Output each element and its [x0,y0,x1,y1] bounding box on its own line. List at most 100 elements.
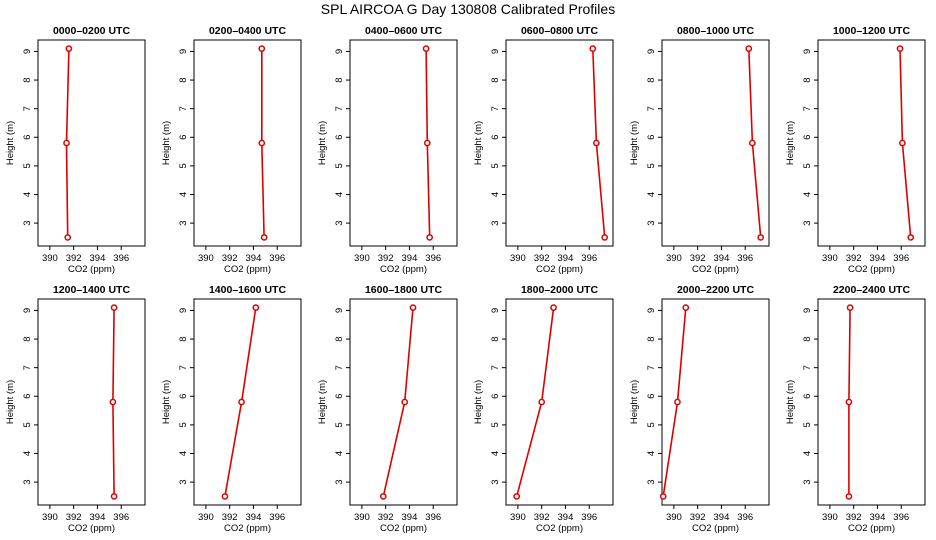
y-tick-label: 4 [22,192,33,197]
y-tick-label: 9 [178,308,189,313]
data-point [252,304,260,311]
data-point [896,45,904,52]
x-tick-label: 396 [269,512,285,523]
y-tick-label: 3 [646,479,657,484]
panel-title: 1400–1600 UTC [209,284,286,296]
y-tick-label: 5 [334,163,345,168]
y-tick-label: 4 [178,192,189,197]
x-axis-label: CO2 (ppm) [224,264,271,275]
data-point [109,398,117,406]
y-tick-label: 5 [802,422,813,427]
profile-panel: 0400–0600 UTC 390 392 394 396 3 4 5 6 7 8 9 CO2 (ppm… [317,25,458,275]
x-axis-label: CO2 (ppm) [380,523,427,534]
panel-title: 1600–1800 UTC [365,284,442,296]
x-tick-label: 396 [893,512,909,523]
data-point [422,45,430,52]
y-tick-label: 5 [334,422,345,427]
plot-frame [37,39,146,247]
panel-title: 2000–2200 UTC [677,284,754,296]
y-tick-label: 6 [646,394,657,399]
y-tick-label: 9 [334,49,345,54]
y-tick-label: 6 [178,394,189,399]
data-point [401,398,409,406]
y-tick-label: 4 [646,192,657,197]
data-point [238,398,245,406]
y-tick-label: 9 [334,308,345,313]
y-tick-label: 3 [490,220,501,225]
profile-panel: 0000–0200 UTC 390 392 394 396 3 4 5 6 7 8 9 CO2 (ppm… [5,25,146,275]
data-point [110,304,118,311]
data-point [64,234,72,241]
y-tick-label: 6 [490,135,501,140]
data-point [221,493,229,500]
data-point [899,139,906,147]
y-tick-label: 7 [646,106,657,111]
x-tick-label: 392 [222,253,238,264]
y-tick-label: 7 [490,106,501,111]
y-tick-label: 6 [490,394,501,399]
y-tick-label: 3 [646,220,657,225]
profile-panel: 1400–1600 UTC 390 392 394 396 3 4 5 6 7 8 9 CO2 (ppm… [161,284,302,534]
panel-title: 2200–2400 UTC [833,284,910,296]
panel-title: 0600–0800 UTC [521,25,598,37]
y-tick-label: 6 [646,135,657,140]
plot-frame [193,39,302,247]
y-tick-label: 4 [490,451,501,456]
y-tick-label: 7 [802,106,813,111]
y-tick-label: 8 [802,336,813,341]
profile-panel: 1600–1800 UTC 390 392 394 396 3 4 5 6 7 8 9 CO2 (ppm… [317,284,458,534]
profile-panel: 0800–1000 UTC 390 392 394 396 3 4 5 6 7 8 9 CO2 (ppm… [629,25,770,275]
x-tick-label: 394 [714,253,730,264]
profile-panel: 0600–0800 UTC 390 392 394 396 3 4 5 6 7 8 9 CO2 (ppm… [473,25,614,275]
x-tick-label: 396 [425,253,441,264]
x-axis-label: CO2 (ppm) [692,523,739,534]
data-point [757,234,765,241]
y-tick-label: 4 [802,192,813,197]
data-point [63,139,70,147]
x-tick-label: 390 [822,512,838,523]
x-tick-label: 390 [42,512,58,523]
y-tick-label: 3 [178,479,189,484]
data-point [845,398,853,406]
x-tick-label: 396 [113,253,129,264]
x-tick-label: 390 [666,512,682,523]
x-tick-label: 390 [510,512,526,523]
x-tick-label: 390 [198,512,214,523]
x-tick-label: 394 [870,512,886,523]
x-axis-label: CO2 (ppm) [224,523,271,534]
x-tick-label: 392 [222,512,238,523]
y-tick-label: 4 [334,192,345,197]
y-tick-label: 9 [22,49,33,54]
y-tick-label: 6 [22,394,33,399]
x-tick-label: 394 [90,253,106,264]
x-axis-label: CO2 (ppm) [848,523,895,534]
x-tick-label: 396 [581,253,597,264]
y-tick-label: 4 [802,451,813,456]
profile-panel: 2000–2200 UTC 390 392 394 396 3 4 5 6 7 8 9 CO2 (ppm… [629,284,770,534]
profile-panel: 1000–1200 UTC 390 392 394 396 3 4 5 6 7 8 9 CO2 (ppm… [785,25,926,275]
panel-title: 0400–0600 UTC [365,25,442,37]
x-tick-label: 392 [66,512,82,523]
x-tick-label: 394 [246,512,262,523]
data-point [601,234,609,241]
y-tick-label: 5 [490,163,501,168]
y-tick-label: 5 [646,163,657,168]
data-point [550,304,557,311]
x-tick-label: 392 [534,512,550,523]
y-tick-label: 9 [178,49,189,54]
data-point [513,493,521,500]
y-axis-label: Height (m) [785,121,796,165]
plot-frame [505,39,614,247]
y-tick-label: 5 [490,422,501,427]
profile-panel: 0200–0400 UTC 390 392 394 396 3 4 5 6 7 8 9 CO2 (ppm… [161,25,302,275]
x-axis-label: CO2 (ppm) [692,264,739,275]
y-tick-label: 6 [802,135,813,140]
x-tick-label: 394 [714,512,730,523]
y-tick-label: 5 [22,422,33,427]
data-point [682,304,690,311]
plot-frame [349,39,458,247]
x-tick-label: 394 [558,512,574,523]
data-point [749,139,756,147]
